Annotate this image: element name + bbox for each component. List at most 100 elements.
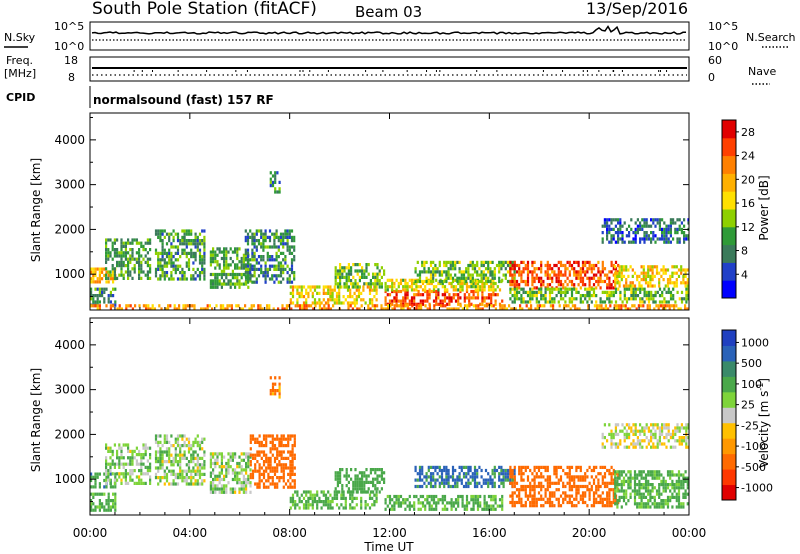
heatmap-cell <box>203 245 206 249</box>
heatmap-cell <box>343 285 346 289</box>
heatmap-cell <box>454 481 457 485</box>
heatmap-cell <box>630 287 633 291</box>
heatmap-cell <box>185 456 188 460</box>
heatmap-cell <box>638 489 641 493</box>
heatmap-cell <box>620 486 623 490</box>
heatmap-cell <box>250 307 253 310</box>
heatmap-cell <box>564 279 567 284</box>
heatmap-cell <box>647 473 650 477</box>
heatmap-cell <box>355 503 358 507</box>
heatmap-cell <box>98 287 101 291</box>
heatmap-cell <box>575 297 578 301</box>
heatmap-cell <box>327 503 330 507</box>
heatmap-cell <box>142 481 145 485</box>
heatmap-cell <box>170 258 173 262</box>
heatmap-cell <box>172 444 175 448</box>
heatmap-cell <box>273 456 277 460</box>
heatmap-cell <box>286 271 289 275</box>
heatmap-cell <box>354 477 357 481</box>
noise-tick-right-bottom: 10^0 <box>708 40 738 53</box>
heatmap-cell <box>194 277 197 281</box>
heatmap-cell <box>176 232 180 236</box>
heatmap-cell <box>268 239 272 243</box>
heatmap-cell <box>357 288 361 292</box>
heatmap-cell <box>524 465 527 469</box>
heatmap-cell <box>682 281 685 285</box>
heatmap-cell <box>511 491 514 495</box>
heatmap-cell <box>402 285 405 289</box>
heatmap-cell <box>576 307 579 310</box>
heatmap-cell <box>339 275 342 279</box>
heatmap-cell <box>575 270 578 274</box>
heatmap-cell <box>665 231 668 235</box>
heatmap-cell <box>584 273 587 277</box>
heatmap-cell <box>305 298 308 302</box>
heatmap-cell <box>655 502 659 506</box>
heatmap-cell <box>675 271 678 275</box>
heatmap-cell <box>509 475 512 479</box>
heatmap-cell <box>201 242 204 246</box>
power-heatmap-cells <box>90 171 689 310</box>
heatmap-cell <box>632 442 635 446</box>
heatmap-cell <box>651 268 654 272</box>
heatmap-cell <box>192 239 195 243</box>
heatmap-cell <box>157 229 160 233</box>
heatmap-cell <box>375 493 378 497</box>
heatmap-cell <box>260 440 263 444</box>
heatmap-cell <box>129 456 132 460</box>
heatmap-cell <box>676 218 679 222</box>
heatmap-cell <box>183 239 186 243</box>
heatmap-cell <box>229 282 232 286</box>
heatmap-cell <box>618 473 621 477</box>
heatmap-cell <box>566 290 569 294</box>
heatmap-cell <box>298 500 301 504</box>
heatmap-cell <box>456 260 459 264</box>
heatmap-cell <box>341 269 344 273</box>
heatmap-cell <box>380 307 383 310</box>
heatmap-cell <box>684 479 687 483</box>
heatmap-cell <box>457 296 460 300</box>
heatmap-cell <box>586 475 589 479</box>
heatmap-cell <box>499 304 502 308</box>
heatmap-cell <box>629 307 632 310</box>
heatmap-cell <box>282 277 285 281</box>
heatmap-cell <box>391 285 394 289</box>
heatmap-cell <box>276 469 279 473</box>
heatmap-cell <box>629 483 632 487</box>
heatmap-cell <box>450 307 453 310</box>
heatmap-cell <box>469 468 472 473</box>
heatmap-cell <box>669 489 672 493</box>
heatmap-cell <box>597 270 600 274</box>
heatmap-cell <box>535 484 538 489</box>
heatmap-cell <box>135 453 138 457</box>
heatmap-cell <box>548 273 552 277</box>
heatmap-cell <box>109 456 112 460</box>
heatmap-cell <box>553 468 556 473</box>
heatmap-cell <box>544 491 547 495</box>
heatmap-cell <box>151 307 154 310</box>
heatmap-cell <box>368 288 372 292</box>
heatmap-cell <box>680 486 683 490</box>
heatmap-cell <box>369 480 372 484</box>
heatmap-cell <box>559 294 563 298</box>
heatmap-cell <box>410 285 414 289</box>
heatmap-cell <box>647 492 650 496</box>
heatmap-cell <box>309 285 312 289</box>
heatmap-cell <box>378 480 381 484</box>
heatmap-cell <box>586 300 589 304</box>
heatmap-cell <box>212 282 215 286</box>
heatmap-cell <box>388 278 392 282</box>
heatmap-cell <box>570 300 574 304</box>
heatmap-cell <box>669 218 672 222</box>
heatmap-cell <box>287 450 290 454</box>
heatmap-cell <box>680 227 683 231</box>
heatmap-cell <box>566 465 569 469</box>
heatmap-cell <box>247 481 250 485</box>
heatmap-cell <box>190 456 193 460</box>
heatmap-cell <box>417 501 420 505</box>
heatmap-cell <box>634 442 637 446</box>
heatmap-cell <box>628 240 631 244</box>
heatmap-cell <box>302 301 306 305</box>
heatmap-cell <box>344 496 347 500</box>
heatmap-cell <box>467 276 470 280</box>
